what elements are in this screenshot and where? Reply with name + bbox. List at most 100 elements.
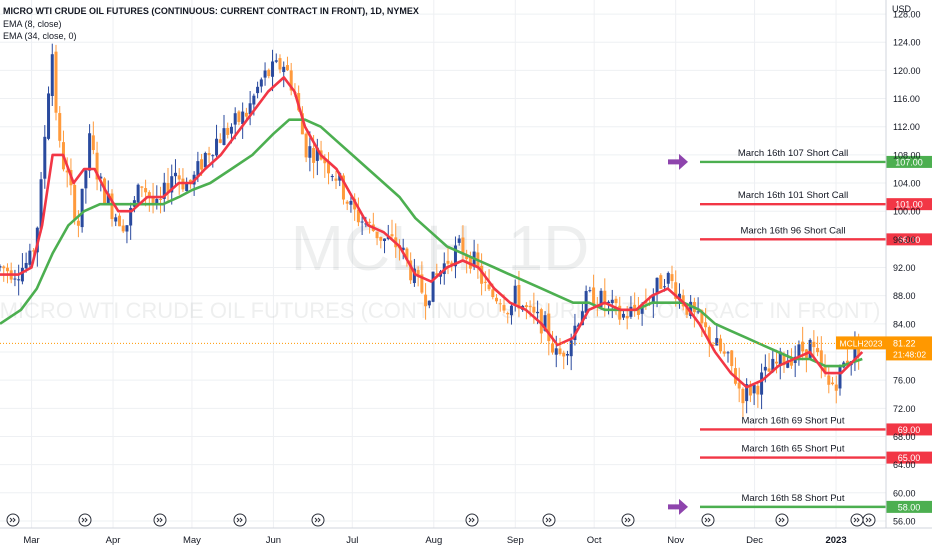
event-marker-icon[interactable] [233, 513, 247, 527]
event-marker-icon[interactable] [621, 513, 635, 527]
time-axis-label: May [183, 535, 201, 546]
candle-body [565, 354, 569, 356]
candle-body [748, 384, 752, 396]
candle-body [390, 234, 394, 237]
event-marker-icon[interactable] [311, 513, 325, 527]
level-price-text: 107.00 [895, 157, 923, 167]
candle-body [741, 388, 745, 404]
candle-body [767, 368, 771, 372]
candle-body [28, 250, 32, 265]
time-axis-label: Mar [23, 535, 39, 546]
candle-body [95, 152, 99, 180]
candle-body [32, 250, 36, 252]
level-label: March 16th 101 Short Call [738, 190, 848, 201]
candle-body [211, 155, 215, 157]
candle-body [248, 103, 252, 115]
price-axis-tick: 64.00 [893, 460, 916, 470]
candle-body [834, 384, 838, 391]
ema-slow-legend[interactable]: EMA (34, close, 0) [3, 31, 77, 41]
candle-body [461, 237, 465, 255]
event-marker-icon[interactable] [701, 513, 715, 527]
candle-body [532, 306, 536, 313]
event-marker-icon[interactable] [6, 513, 20, 527]
price-axis-tick: 124.00 [893, 38, 921, 48]
candle-body [618, 305, 622, 320]
candle-body [819, 350, 823, 364]
candle-body [65, 170, 69, 173]
candle-body [640, 303, 644, 314]
time-axis-label: Jun [266, 535, 281, 546]
candle-body [244, 112, 248, 117]
event-marker-icon[interactable] [78, 513, 92, 527]
event-marker-icon[interactable] [465, 513, 479, 527]
price-axis-tick: 100.00 [893, 207, 921, 217]
candle-body [271, 61, 275, 77]
level-label: March 16th 65 Short Put [742, 444, 845, 455]
candle-body [91, 135, 95, 151]
candle-body [621, 313, 625, 318]
candle-body [267, 69, 271, 77]
candle-body [166, 183, 170, 194]
event-marker-icon[interactable] [542, 513, 556, 527]
candle-body [629, 306, 633, 317]
candle-body [129, 207, 133, 226]
ema-slow-line [0, 118, 863, 368]
candle-body [327, 162, 331, 174]
candle-body [76, 220, 80, 226]
candle-body [405, 248, 409, 260]
candle-body [536, 311, 540, 314]
candle-body [334, 178, 338, 181]
current-price-text: 81.22 [893, 338, 916, 348]
candle-body [360, 221, 364, 223]
candle-body [562, 352, 566, 357]
event-marker-icon[interactable] [153, 513, 167, 527]
candle-body [207, 153, 211, 156]
candle-body [13, 278, 17, 280]
candle-body [700, 310, 704, 324]
candle-body [636, 309, 640, 315]
candle-body [666, 272, 670, 284]
purple-arrow-icon [668, 153, 688, 170]
level-label: March 16th 107 Short Call [738, 148, 848, 159]
price-axis-tick: 112.00 [893, 122, 920, 132]
candle-body [144, 188, 148, 193]
level-label: March 16th 58 Short Put [742, 493, 845, 504]
candle-body [237, 111, 241, 122]
candle-body [80, 188, 84, 228]
candle-body [614, 298, 618, 304]
candle-body [663, 286, 667, 288]
candle-body [203, 152, 207, 168]
watermark-name: MICRO WTI CRUDE OIL FUTURES (CONTINUOUS:… [0, 298, 880, 323]
candle-body [801, 341, 805, 352]
candle-body [524, 305, 528, 308]
ema-fast-line [0, 76, 864, 389]
candle-body [114, 217, 118, 222]
price-axis-tick: 60.00 [893, 488, 916, 498]
candle-body [20, 267, 24, 282]
candle-body [625, 315, 629, 319]
ema-fast-legend[interactable]: EMA (8, close) [3, 19, 62, 29]
event-marker-icon[interactable] [850, 513, 864, 527]
candle-body [778, 351, 782, 366]
event-marker-icon[interactable] [862, 513, 876, 527]
candle-body [162, 182, 166, 199]
candle-body [827, 375, 831, 385]
candle-body [58, 113, 62, 141]
candle-body [715, 338, 719, 346]
candle-body [808, 339, 812, 360]
candle-body [580, 311, 584, 326]
candle-body [263, 70, 267, 78]
candle-body [155, 198, 159, 204]
event-marker-icon[interactable] [775, 513, 789, 527]
candle-body [375, 231, 379, 239]
price-axis-tick: 88.00 [893, 291, 916, 301]
candle-body [256, 86, 260, 94]
candle-body [588, 290, 592, 292]
level-0: March 16th 107 Short Call 107.00 [668, 148, 932, 170]
candle-body [722, 351, 726, 354]
candle-body [274, 60, 278, 62]
candle-body [603, 290, 607, 305]
candle-body [401, 247, 405, 251]
candle-body [506, 312, 510, 315]
